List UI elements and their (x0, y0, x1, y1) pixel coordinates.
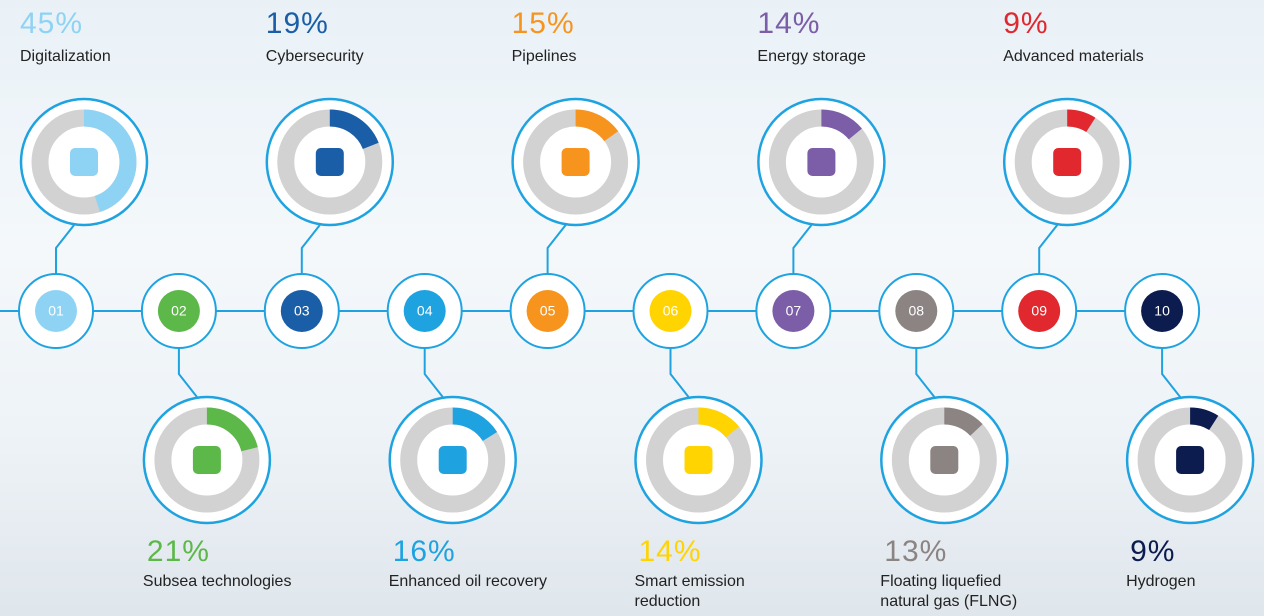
icon (1053, 148, 1082, 176)
step-circle (35, 290, 77, 332)
step-circle (157, 290, 200, 332)
donut-arc (1014, 109, 1120, 215)
donut-arc (768, 109, 874, 215)
category-label: Pipelines (511, 48, 577, 65)
step-circle (403, 290, 446, 332)
icon (1176, 446, 1205, 474)
step-label: 03 (294, 303, 310, 319)
connector (55, 219, 79, 274)
percent-label: 14% (638, 535, 702, 568)
step-circle (895, 290, 938, 332)
percent-label: 14% (757, 7, 821, 40)
percent-label: 21% (146, 535, 210, 568)
step-circle (526, 290, 569, 332)
icon (70, 148, 98, 176)
donut-arc (154, 407, 260, 513)
connector (1161, 348, 1185, 403)
percent-label: 9% (1003, 7, 1049, 40)
step-label: 02 (171, 303, 187, 319)
connector (177, 348, 202, 403)
donut-arc (646, 407, 751, 513)
percent-label: 13% (884, 535, 948, 568)
step-label: 08 (909, 303, 925, 319)
category-label: Enhanced oil recovery (388, 573, 547, 590)
category-label: Hydrogen (1126, 573, 1196, 590)
step-circle (280, 290, 323, 332)
step-label: 07 (786, 303, 802, 319)
category-label: Cybersecurity (265, 48, 364, 65)
connector (669, 348, 694, 403)
step-label: 05 (540, 303, 556, 319)
category-label: Digitalization (20, 48, 111, 65)
step-circle (1141, 290, 1184, 332)
connector (423, 348, 448, 403)
connector (1038, 219, 1062, 274)
icon (438, 446, 467, 474)
step-label: 09 (1031, 303, 1047, 319)
donut-arc (523, 109, 629, 215)
category-label: Subsea technologies (142, 573, 292, 590)
category-label: Floating liquefied natural gas (FLNG) (880, 573, 1018, 610)
connector (546, 219, 571, 274)
icon (315, 148, 344, 176)
category-label: Energy storage (757, 48, 866, 65)
step-circle (649, 290, 692, 332)
category-label: Advanced materials (1003, 48, 1144, 65)
percent-label: 9% (1130, 535, 1176, 568)
donut-arc (891, 407, 997, 513)
step-circle (1018, 290, 1061, 332)
icon (192, 446, 221, 474)
connector (300, 219, 325, 274)
donut-arc (400, 407, 506, 513)
icon (807, 148, 836, 176)
percent-label: 15% (511, 7, 575, 40)
icon (561, 148, 590, 176)
step-circle (772, 290, 815, 332)
percent-label: 45% (20, 7, 84, 40)
category-label: Smart emission reduction (634, 573, 745, 610)
step-label: 01 (48, 303, 64, 319)
icon (684, 446, 713, 474)
percent-label: 19% (265, 7, 329, 40)
step-label: 06 (663, 303, 679, 319)
connector (915, 348, 940, 403)
icon (930, 446, 959, 474)
step-label: 10 (1154, 303, 1170, 319)
percent-label: 16% (392, 535, 456, 568)
donut-arc (31, 109, 137, 215)
donut-arc (277, 109, 383, 215)
donut-arc (1137, 407, 1243, 513)
connector (792, 219, 817, 274)
step-label: 04 (417, 303, 433, 319)
